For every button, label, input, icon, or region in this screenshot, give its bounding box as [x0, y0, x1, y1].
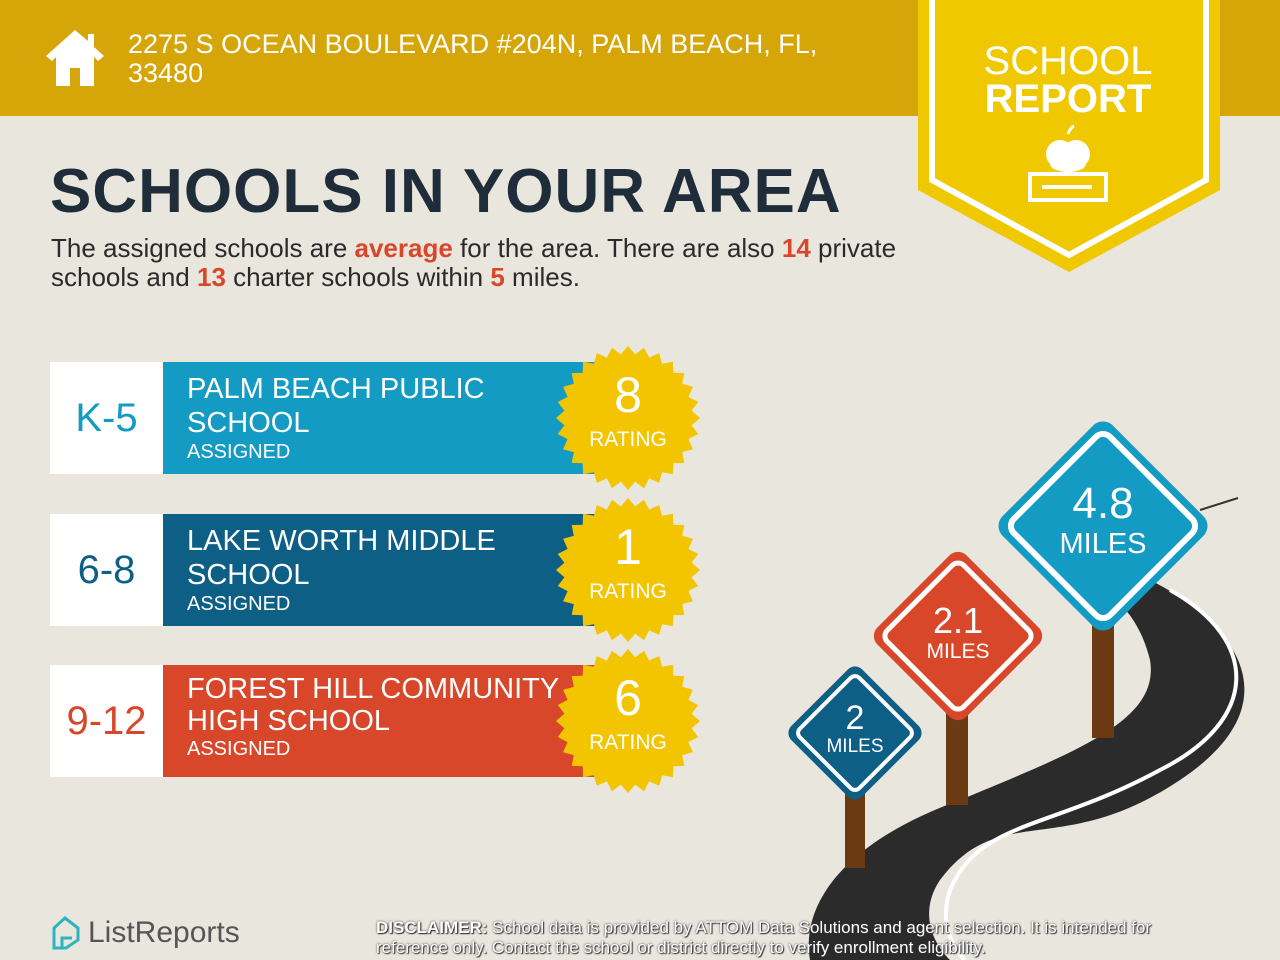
- grade-range: 6-8: [50, 514, 163, 626]
- school-name: LAKE WORTH MIDDLE SCHOOL: [187, 525, 496, 591]
- rating-seal: 6 RATING: [556, 649, 700, 793]
- listreports-icon: [52, 916, 80, 950]
- rating-seal: 1 RATING: [556, 498, 700, 642]
- intro-text: The assigned schools are average for the…: [51, 233, 897, 292]
- school-row: 6-8 LAKE WORTH MIDDLE SCHOOL ASSIGNED 1 …: [50, 498, 700, 642]
- school-status: ASSIGNED: [187, 441, 291, 463]
- sign-2.1-miles: [873, 551, 1043, 721]
- seal-shape: [556, 346, 700, 490]
- school-status: ASSIGNED: [187, 593, 291, 615]
- rating-label: RATING: [589, 428, 667, 451]
- seal-shape: [556, 649, 700, 793]
- school-report-banner: [918, 0, 1220, 272]
- rating-label: RATING: [589, 731, 667, 754]
- sign-4.8-miles: [998, 421, 1208, 631]
- school-row: K-5 PALM BEACH PUBLIC SCHOOL ASSIGNED 8 …: [50, 346, 700, 490]
- school-info: PALM BEACH PUBLIC SCHOOL ASSIGNED: [163, 362, 643, 474]
- school-name: FOREST HILL COMMUNITY HIGH SCHOOL: [187, 673, 559, 737]
- private-count: 14: [781, 233, 811, 263]
- apple-on-book-icon: [1028, 124, 1108, 202]
- grade-range: K-5: [50, 362, 163, 474]
- rating-value: 1: [614, 519, 642, 575]
- school-name: PALM BEACH PUBLIC SCHOOL: [187, 373, 485, 439]
- banner-line1: SCHOOL: [983, 39, 1153, 83]
- brand-name: ListReports: [88, 916, 240, 949]
- school-row: 9-12 FOREST HILL COMMUNITY HIGH SCHOOL A…: [50, 649, 700, 793]
- banner-title: SCHOOL REPORT: [940, 39, 1196, 121]
- sign-label: 2 MILES: [826, 699, 884, 757]
- road: [808, 580, 1245, 960]
- rating-value: 8: [614, 367, 642, 423]
- house-icon: [46, 30, 104, 86]
- sign-2-miles: [788, 666, 922, 800]
- rating-label: RATING: [589, 580, 667, 603]
- listreports-logo: ListReports: [50, 916, 240, 950]
- banner-line2: REPORT: [984, 77, 1152, 121]
- rating-value: 6: [614, 670, 642, 726]
- radius-miles: 5: [490, 262, 505, 292]
- property-address: 2275 S OCEAN BOULEVARD #204N, PALM BEACH…: [128, 29, 818, 88]
- sign-label: 4.8 MILES: [1059, 479, 1147, 561]
- grade-range: 9-12: [50, 665, 163, 777]
- seal-shape: [556, 498, 700, 642]
- disclaimer: DISCLAIMER: School data is provided by A…: [376, 918, 1152, 957]
- rating-seal: 8 RATING: [556, 346, 700, 490]
- quality-label: average: [354, 233, 453, 263]
- charter-count: 13: [196, 262, 226, 292]
- sign-label: 2.1 MILES: [926, 600, 990, 664]
- page-title: SCHOOLS IN YOUR AREA: [50, 157, 842, 226]
- school-status: ASSIGNED: [187, 738, 291, 760]
